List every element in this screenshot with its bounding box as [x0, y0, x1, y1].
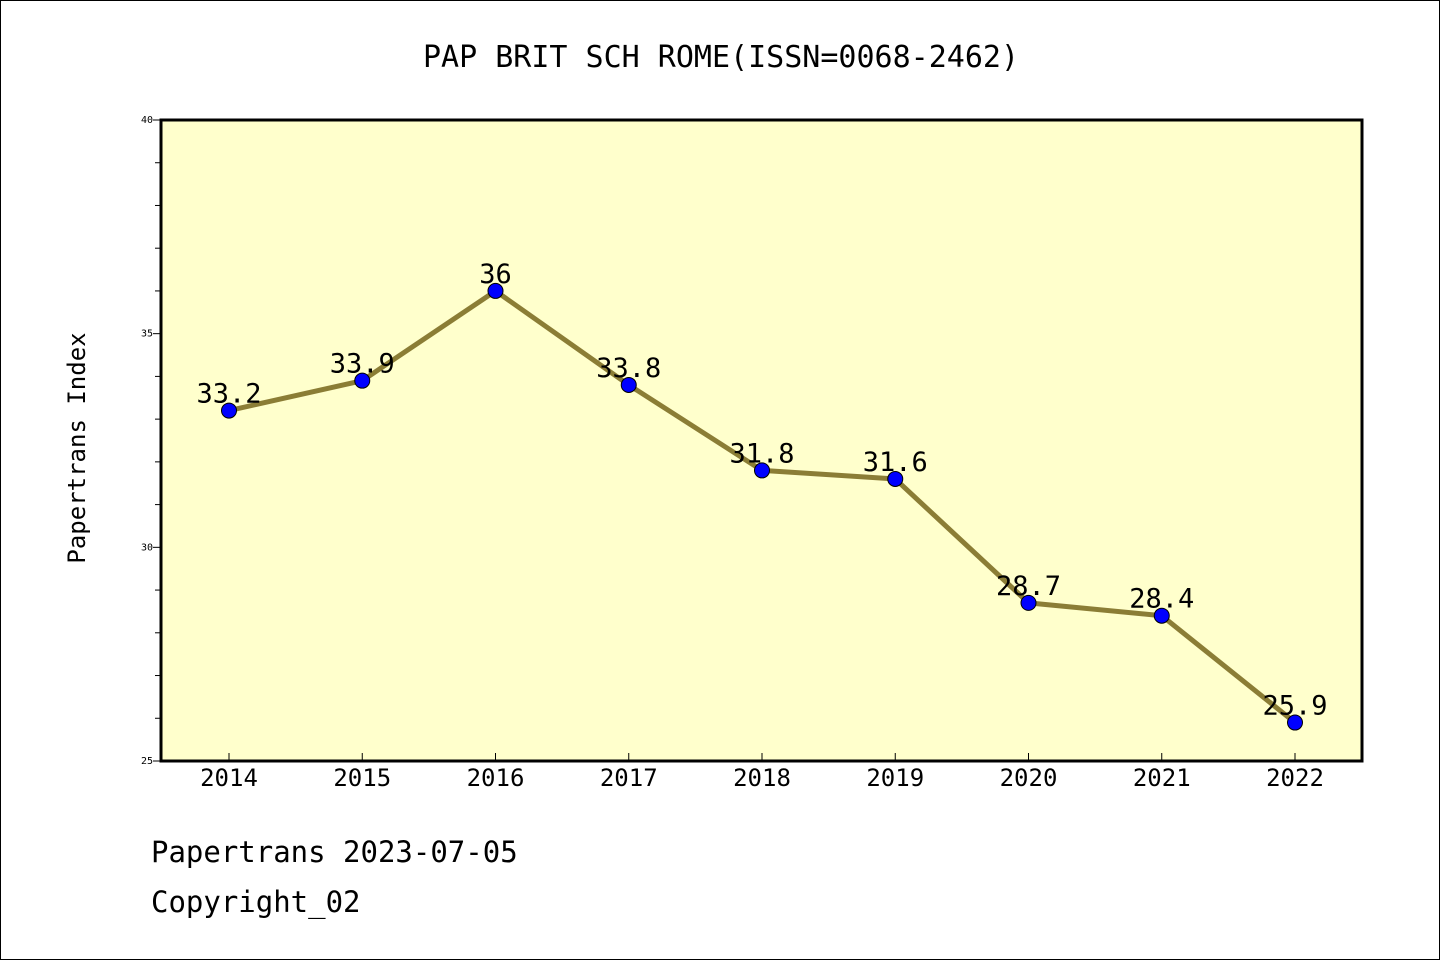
y-tick-label: 25 — [141, 756, 153, 767]
copyright-footnote: Copyright_02 — [151, 885, 361, 919]
x-tick-label: 2022 — [1266, 764, 1324, 792]
data-label: 28.7 — [996, 571, 1061, 602]
y-axis-label: Papertrans Index — [63, 332, 91, 563]
y-tick-label: 30 — [141, 542, 153, 553]
data-point-marker — [887, 470, 904, 487]
x-tick-label: 2020 — [1000, 764, 1058, 792]
data-label: 33.2 — [196, 379, 261, 410]
data-label: 33.9 — [330, 349, 395, 380]
data-label: 31.8 — [729, 438, 794, 469]
plot-area — [159, 118, 1364, 763]
x-tick-label: 2018 — [733, 764, 791, 792]
data-point-marker — [221, 402, 237, 419]
x-tick-label: 2019 — [866, 764, 924, 792]
data-point-marker — [1020, 594, 1037, 611]
x-tick-label: 2014 — [200, 764, 258, 792]
data-point-marker — [1287, 714, 1303, 731]
data-point-marker — [754, 462, 770, 479]
x-tick-label: 2016 — [467, 764, 525, 792]
y-tick-label: 40 — [141, 115, 153, 126]
x-axis: 2014 2015 2016 2017 2018 2019 2020 2021 2022 — [200, 753, 1324, 792]
data-label: 25.9 — [1262, 691, 1327, 722]
source-footnote: Papertrans 2023-07-05 — [151, 835, 518, 869]
data-point-marker — [354, 372, 371, 389]
x-tick-label: 2015 — [333, 764, 391, 792]
x-tick-label: 2021 — [1133, 764, 1191, 792]
data-point-marker — [487, 282, 504, 299]
data-point-marker — [1153, 607, 1170, 624]
y-axis: 25 30 35 40 — [141, 115, 161, 767]
y-tick-label: 35 — [141, 329, 153, 340]
data-label: 33.8 — [596, 353, 661, 384]
data-point-marker — [620, 376, 637, 393]
data-label: 28.4 — [1129, 584, 1194, 615]
data-label: 36 — [479, 259, 512, 290]
x-tick-label: 2017 — [600, 764, 658, 792]
chart-title: PAP BRIT SCH ROME(ISSN=0068-2462) — [423, 40, 1019, 75]
data-label: 31.6 — [863, 447, 928, 478]
series-group: 33.2 33.9 36 33.8 31.8 31.6 28.7 28.4 25.9 — [196, 259, 1328, 731]
